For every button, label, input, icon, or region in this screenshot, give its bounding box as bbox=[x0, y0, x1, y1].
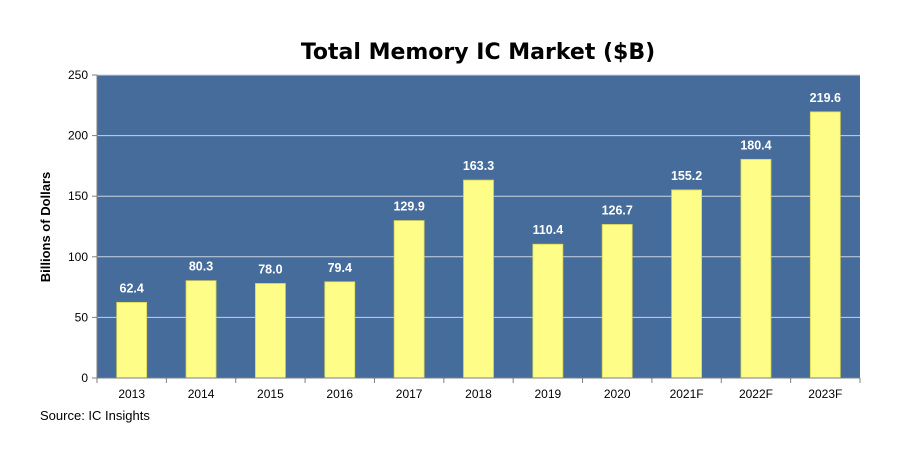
bar bbox=[463, 179, 494, 379]
x-tick-label: 2023F bbox=[808, 387, 842, 401]
value-label: 79.4 bbox=[328, 261, 352, 275]
y-tick-label: 150 bbox=[68, 189, 88, 203]
value-label: 62.4 bbox=[120, 281, 144, 295]
y-tick-label: 0 bbox=[81, 371, 88, 385]
x-tick-label: 2018 bbox=[465, 387, 492, 401]
source-note: Source: IC Insights bbox=[40, 408, 150, 423]
x-tick-label: 2019 bbox=[535, 387, 562, 401]
y-axis-label: Billions of Dollars bbox=[38, 172, 53, 283]
value-label: 180.4 bbox=[740, 138, 771, 152]
y-tick-label: 250 bbox=[68, 68, 88, 82]
value-labels: 62.4 80.3 78.0 79.4 129.9 163.3 110.4 126.7 155.… bbox=[120, 91, 841, 296]
value-label: 80.3 bbox=[189, 260, 213, 274]
axes bbox=[96, 75, 860, 379]
bar bbox=[809, 111, 841, 379]
value-label: 129.9 bbox=[393, 200, 424, 214]
bar bbox=[671, 189, 702, 379]
bar bbox=[740, 158, 772, 379]
bar bbox=[255, 283, 286, 379]
x-tick-label: 2013 bbox=[118, 387, 145, 401]
x-tick-label: 2017 bbox=[396, 387, 423, 401]
value-label: 163.3 bbox=[463, 159, 494, 173]
y-axis-ticks: 0 50 100 150 200 250 bbox=[68, 68, 97, 385]
bar bbox=[185, 280, 217, 379]
y-tick-label: 200 bbox=[68, 129, 88, 143]
value-label: 78.0 bbox=[258, 262, 282, 276]
bar bbox=[601, 224, 633, 379]
bar bbox=[116, 301, 148, 379]
bars bbox=[116, 111, 841, 379]
y-tick-label: 100 bbox=[68, 250, 88, 264]
bar bbox=[324, 281, 356, 379]
value-label: 110.4 bbox=[533, 223, 564, 237]
x-tick-label: 2014 bbox=[188, 387, 215, 401]
x-tick-label: 2015 bbox=[257, 387, 284, 401]
bar bbox=[393, 220, 425, 379]
value-label: 219.6 bbox=[810, 91, 841, 105]
value-label: 126.7 bbox=[602, 203, 633, 217]
value-label: 155.2 bbox=[671, 169, 702, 183]
chart-title: Total Memory IC Market ($B) bbox=[301, 40, 655, 65]
x-tick-label: 2020 bbox=[604, 387, 631, 401]
x-axis-ticks: 2013 2014 2015 2016 2017 2018 2019 2020 2021F 202… bbox=[96, 378, 861, 401]
x-tick-label: 2022F bbox=[739, 387, 773, 401]
bar bbox=[532, 243, 564, 379]
x-tick-label: 2016 bbox=[326, 387, 353, 401]
y-tick-label: 50 bbox=[75, 310, 89, 324]
x-tick-label: 2021F bbox=[670, 387, 704, 401]
